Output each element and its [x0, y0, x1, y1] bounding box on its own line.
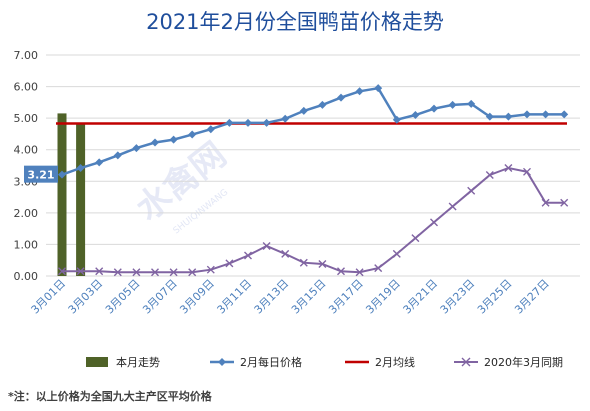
- series-point-feb-daily: [169, 135, 178, 144]
- series-point-feb-daily: [374, 84, 383, 93]
- legend-label: 2020年3月同期: [484, 355, 563, 369]
- series-line-feb-daily: [61, 86, 565, 176]
- legend-swatch-marker: [218, 358, 226, 366]
- series-point-2020-march: [132, 268, 141, 277]
- series-point-2020-march: [448, 202, 457, 211]
- series-point-feb-daily: [188, 130, 197, 139]
- legend-swatch-marker: [461, 357, 471, 367]
- series-point-feb-daily: [244, 118, 252, 127]
- series-point-feb-daily: [206, 125, 215, 134]
- x-tick-label: 3月27日: [512, 277, 552, 317]
- series-point-2020-march: [151, 268, 159, 277]
- line-series: [56, 84, 569, 277]
- data-label: 3.21: [27, 169, 54, 182]
- series-point-2020-march: [337, 267, 345, 276]
- series-point-feb-daily: [523, 110, 531, 119]
- series-point-2020-march: [169, 268, 178, 277]
- bar-series: [57, 113, 86, 277]
- x-tick-label: 3月15日: [289, 277, 329, 317]
- series-point-feb-daily: [318, 100, 327, 109]
- series-point-feb-daily: [262, 118, 271, 127]
- watermark-text: 水禽网: [129, 135, 234, 229]
- series-point-feb-daily: [448, 100, 457, 109]
- legend-label: 2月均线: [375, 355, 415, 369]
- data-label-box: [24, 165, 58, 183]
- x-tick-label: 3月17日: [326, 277, 366, 317]
- series-point-2020-march: [76, 267, 85, 276]
- series-point-2020-march: [392, 249, 401, 258]
- data-labels: 3.21: [24, 165, 58, 183]
- series-point-2020-march: [188, 268, 197, 277]
- series-point-feb-daily: [76, 164, 85, 173]
- y-tick-label: 6.00: [14, 81, 39, 94]
- x-tick-label: 3月05日: [103, 277, 143, 317]
- series-point-feb-daily: [58, 170, 66, 179]
- y-tick-label: 0.00: [14, 270, 39, 283]
- x-tick-label: 3月11日: [215, 277, 255, 317]
- series-point-feb-daily: [485, 112, 494, 121]
- series-point-feb-daily: [541, 110, 550, 119]
- series-point-2020-march: [318, 260, 327, 268]
- x-tick-label: 3月09日: [177, 277, 217, 317]
- series-point-feb-daily: [392, 115, 401, 124]
- series-point-2020-march: [299, 258, 308, 267]
- x-tick-label: 3月03日: [66, 277, 106, 317]
- x-tick-label: 3月13日: [252, 277, 292, 317]
- series-point-2020-march: [113, 268, 122, 277]
- series-line-2020-march: [62, 166, 565, 274]
- legend: 本月走势 2月每日价格 2月均线 2020年3月同期: [86, 355, 563, 369]
- x-tick-label: 3月25日: [475, 277, 515, 317]
- series-point-feb-daily: [430, 104, 438, 113]
- legend-swatch-bar: [86, 357, 108, 367]
- y-tick-label: 1.00: [14, 238, 39, 251]
- series-point-2020-march: [355, 268, 364, 277]
- series-point-2020-march: [467, 186, 476, 195]
- series-point-feb-daily: [560, 110, 569, 119]
- series-point-2020-march: [430, 218, 438, 227]
- series-point-2020-march: [244, 251, 252, 260]
- x-tick-label: 3月23日: [438, 277, 478, 317]
- series-point-2020-march: [523, 167, 531, 176]
- series-point-2020-march: [485, 170, 494, 179]
- series-point-feb-daily: [151, 138, 159, 147]
- y-tick-label: 7.00: [14, 49, 39, 62]
- x-axis-ticks: 3月01日3月03日3月05日3月07日3月09日3月11日3月13日3月15日…: [29, 277, 552, 317]
- series-point-feb-daily: [355, 87, 364, 96]
- legend-label: 2月每日价格: [240, 355, 302, 369]
- y-tick-label: 4.00: [14, 144, 39, 157]
- series-point-2020-march: [411, 234, 420, 243]
- series-point-feb-daily: [504, 112, 513, 121]
- series-point-2020-march: [541, 198, 550, 207]
- series-point-feb-daily: [113, 151, 122, 160]
- chart-title: 2021年2月份全国鸭苗价格走势: [146, 10, 444, 34]
- series-point-2020-march: [262, 242, 271, 251]
- bar: [76, 122, 86, 276]
- x-tick-label: 3月19日: [363, 277, 403, 317]
- series-point-2020-march: [206, 265, 215, 274]
- series-point-2020-march: [560, 198, 569, 207]
- series-point-feb-daily: [411, 110, 420, 119]
- series-point-feb-daily: [281, 114, 290, 123]
- series-point-feb-daily: [299, 106, 308, 115]
- series-point-feb-daily: [132, 144, 141, 153]
- x-tick-label: 3月21日: [401, 277, 441, 317]
- x-tick-label: 3月07日: [140, 277, 180, 317]
- series-point-2020-march: [504, 164, 513, 173]
- series-point-feb-daily: [467, 99, 476, 108]
- footnote: *注：以上价格为全国九大主产区平均价格: [8, 390, 212, 403]
- grid-lines: [46, 54, 580, 277]
- y-tick-label: 2.00: [14, 207, 39, 220]
- series-point-2020-march: [225, 259, 234, 268]
- series-point-feb-daily: [337, 93, 345, 102]
- series-point-2020-march: [95, 267, 104, 276]
- series-point-2020-march: [58, 267, 66, 276]
- bar: [57, 113, 67, 277]
- legend-label: 本月走势: [116, 355, 160, 369]
- series-point-2020-march: [281, 249, 290, 258]
- series-point-2020-march: [374, 264, 383, 273]
- y-tick-label: 5.00: [14, 112, 39, 125]
- series-point-feb-daily: [225, 118, 234, 127]
- series-point-feb-daily: [95, 158, 104, 167]
